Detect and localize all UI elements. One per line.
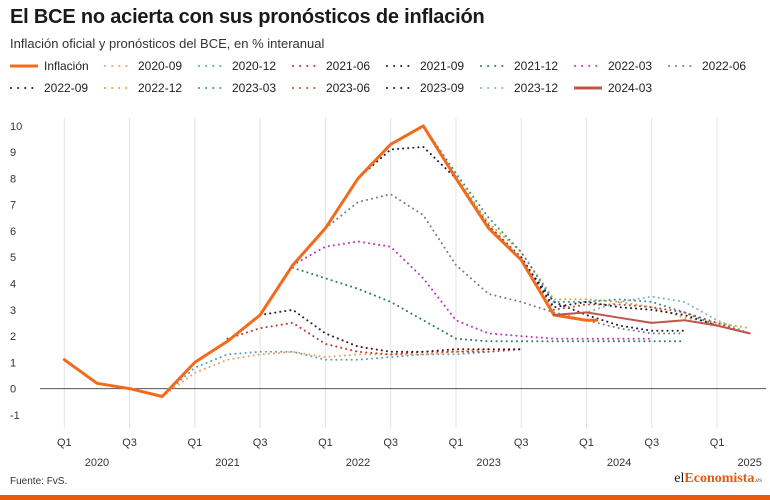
- legend-swatch: [668, 65, 696, 67]
- legend-label: 2021-12: [514, 59, 559, 73]
- legend-label: 2022-03: [608, 59, 653, 73]
- legend-swatch: [480, 87, 508, 89]
- x-tick-label: Q3: [122, 437, 137, 449]
- legend-label: 2024-03: [608, 81, 653, 95]
- x-tick-label: Q1: [579, 437, 594, 449]
- legend-item: 2022-06: [668, 56, 746, 76]
- legend-item: 2021-06: [292, 56, 370, 76]
- series-line-2022-09: [357, 145, 686, 332]
- y-tick-label: 9: [10, 147, 16, 159]
- brand-logo: elEconomista.es: [674, 471, 762, 487]
- y-tick-label: 0: [10, 384, 16, 396]
- legend-swatch: [104, 65, 132, 67]
- y-tick-label: 3: [10, 305, 16, 317]
- legend-swatch: [386, 87, 414, 89]
- legend-swatch: [292, 65, 320, 67]
- legend-item: 2023-09: [386, 78, 464, 98]
- y-tick-label: 2: [10, 331, 16, 343]
- legend-label: 2022-12: [138, 81, 183, 95]
- x-year-label: 2020: [85, 457, 109, 469]
- x-tick-label: Q1: [188, 437, 203, 449]
- legend-item: 2024-03: [574, 78, 652, 98]
- page-subtitle: Inflación oficial y pronósticos del BCE,…: [10, 36, 325, 51]
- series-line-2022-03: [291, 240, 653, 340]
- legend-item: 2022-12: [104, 78, 182, 98]
- legend-label: 2022-09: [44, 81, 89, 95]
- x-tick-label: Q1: [710, 437, 725, 449]
- x-tick-label: Q1: [57, 437, 72, 449]
- brand-economista: Economista: [684, 471, 755, 486]
- legend-swatch: [292, 87, 320, 89]
- x-year-label: 2024: [607, 457, 631, 469]
- brand-el: el: [674, 471, 685, 486]
- y-tick-label: 10: [10, 121, 22, 133]
- legend-swatch: [10, 87, 38, 89]
- series-line-2022-06: [324, 193, 686, 335]
- x-tick-label: Q1: [318, 437, 333, 449]
- y-tick-label: 6: [10, 226, 16, 238]
- series-line-2020-12: [161, 350, 490, 398]
- legend-label: Inflación: [44, 59, 89, 73]
- y-tick-label: 1: [10, 357, 16, 369]
- series-line-2021-09: [259, 308, 523, 353]
- y-tick-label: 7: [10, 200, 16, 212]
- series-line-2021-12: [291, 266, 686, 343]
- x-year-label: 2021: [215, 457, 239, 469]
- legend-swatch: [480, 65, 508, 67]
- legend-label: 2021-09: [420, 59, 465, 73]
- legend-label: 2023-12: [514, 81, 559, 95]
- series-line-2024-03: [552, 311, 751, 335]
- legend-item: 2023-12: [480, 78, 558, 98]
- legend-item: 2020-09: [104, 56, 182, 76]
- legend-swatch: [574, 65, 602, 67]
- legend-item: 2022-03: [574, 56, 652, 76]
- legend-label: 2023-03: [232, 81, 277, 95]
- legend-label: 2023-09: [420, 81, 465, 95]
- legend-item: 2021-09: [386, 56, 464, 76]
- legend-label: 2022-06: [702, 59, 747, 73]
- y-tick-label: 8: [10, 173, 16, 185]
- x-tick-label: Q3: [644, 437, 659, 449]
- y-tick-label: 5: [10, 252, 16, 264]
- legend-item: 2022-09: [10, 78, 88, 98]
- x-year-label: 2022: [346, 457, 370, 469]
- legend-label: 2020-12: [232, 59, 277, 73]
- series-line-2020-09: [161, 348, 490, 398]
- series-line-2022-12: [422, 124, 751, 330]
- x-tick-label: Q1: [449, 437, 464, 449]
- legend-label: 2020-09: [138, 59, 183, 73]
- legend-swatch: [386, 65, 414, 67]
- legend-item: 2023-06: [292, 78, 370, 98]
- y-tick-label: -1: [10, 410, 20, 422]
- bottom-accent-bar: [0, 495, 770, 500]
- x-tick-label: Q3: [514, 437, 529, 449]
- legend-swatch: [574, 86, 602, 90]
- legend-item: 2020-12: [198, 56, 276, 76]
- y-tick-label: 4: [10, 279, 16, 291]
- page-title: El BCE no acierta con sus pronósticos de…: [10, 6, 485, 28]
- legend-label: 2021-06: [326, 59, 371, 73]
- series-line-2021-06: [226, 321, 523, 356]
- legend-label: 2023-06: [326, 81, 371, 95]
- legend-swatch: [104, 87, 132, 89]
- source-note: Fuente: FvS.: [10, 476, 68, 487]
- x-year-label: 2023: [476, 457, 500, 469]
- x-tick-label: Q3: [253, 437, 268, 449]
- legend-item: Inflación: [10, 56, 89, 76]
- line-chart: -1 0 1 2 3 4 5 6 7 8 9 10 Q1 Q3 Q1 Q3 Q1 Q3 Q1 Q3 Q1 Q3 Q1 2020…: [10, 118, 766, 469]
- x-year-label: 2025: [737, 457, 761, 469]
- legend-swatch: [198, 87, 226, 89]
- series-line-inflaci-n: [62, 124, 599, 398]
- legend-item: 2023-03: [198, 78, 276, 98]
- legend-swatch: [10, 64, 38, 68]
- brand-tld: .es: [754, 476, 762, 484]
- legend-swatch: [198, 65, 226, 67]
- x-tick-label: Q3: [383, 437, 398, 449]
- legend-item: 2021-12: [480, 56, 558, 76]
